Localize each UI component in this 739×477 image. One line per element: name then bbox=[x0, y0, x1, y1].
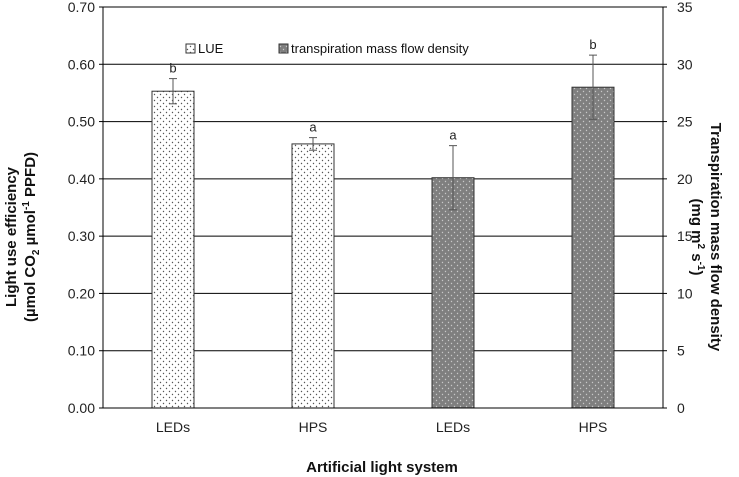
legend: LUE transpiration mass flow density bbox=[185, 41, 469, 56]
right-axis-title-line1: Transpiration mass flow density bbox=[707, 123, 724, 352]
left-axis-title-unit-c: PPFD) bbox=[22, 152, 39, 201]
legend-label-lue: LUE bbox=[198, 41, 224, 56]
axes bbox=[99, 6, 667, 409]
right-axis-title-superscript-1: 2 bbox=[695, 244, 706, 250]
svg-text:(µmol CO2 µmol-1 PPFD): (µmol CO2 µmol-1 PPFD) bbox=[21, 152, 42, 322]
left-tick-label: 0.70 bbox=[68, 0, 95, 15]
right-tick-label: 0 bbox=[677, 400, 685, 416]
significance-letter: b bbox=[169, 61, 176, 76]
significance-letter: a bbox=[309, 120, 317, 135]
right-axis-title-unit-c: ) bbox=[688, 270, 705, 275]
left-tick-label: 0.00 bbox=[68, 400, 95, 416]
right-tick-label: 15 bbox=[677, 228, 693, 244]
bar-lue bbox=[151, 90, 195, 409]
category-label: HPS bbox=[579, 419, 608, 435]
category-label: LEDs bbox=[436, 419, 470, 435]
right-tick-label: 35 bbox=[677, 0, 693, 15]
left-tick-label: 0.60 bbox=[68, 56, 95, 72]
svg-text:(mg m2 s-1): (mg m2 s-1) bbox=[688, 199, 706, 276]
significance-letter: a bbox=[449, 128, 457, 143]
error-bars bbox=[169, 54, 597, 211]
bar-transpiration bbox=[431, 177, 475, 409]
legend-swatch-lue bbox=[185, 43, 196, 54]
left-axis-title-subscript: 2 bbox=[31, 249, 42, 255]
left-axis-title-unit-b: µmol bbox=[22, 210, 39, 249]
svg-text:Light use efficiency: Light use efficiency bbox=[3, 166, 20, 307]
right-tick-labels: 0 5 10 15 20 25 30 35 bbox=[677, 0, 693, 416]
significance-letter: b bbox=[589, 37, 596, 52]
category-label: LEDs bbox=[156, 419, 190, 435]
left-tick-label: 0.50 bbox=[68, 114, 95, 130]
category-label: HPS bbox=[299, 419, 328, 435]
left-tick-label: 0.20 bbox=[68, 285, 95, 301]
legend-swatch-transpiration bbox=[278, 43, 289, 54]
left-axis-title-line1: Light use efficiency bbox=[3, 166, 20, 307]
right-tick-label: 5 bbox=[677, 343, 685, 359]
left-tick-label: 0.10 bbox=[68, 343, 95, 359]
left-axis-title-unit-a: (µmol CO bbox=[22, 255, 39, 322]
left-axis-title: Light use efficiency (µmol CO2 µmol-1 PP… bbox=[3, 152, 42, 322]
bars bbox=[151, 86, 615, 409]
bar-lue bbox=[291, 143, 335, 409]
svg-text:Transpiration mass flow densit: Transpiration mass flow density bbox=[707, 123, 724, 352]
right-tick-label: 10 bbox=[677, 285, 693, 301]
right-axis-title-unit-b: s bbox=[688, 249, 705, 262]
right-tick-label: 30 bbox=[677, 56, 693, 72]
right-axis-title-unit-a: (mg m bbox=[688, 199, 705, 244]
right-axis-title: Transpiration mass flow density (mg m2 s… bbox=[688, 123, 724, 352]
bar-transpiration bbox=[571, 86, 615, 409]
gridlines bbox=[103, 6, 663, 352]
right-tick-label: 25 bbox=[677, 114, 693, 130]
right-tick-label: 20 bbox=[677, 171, 693, 187]
left-tick-label: 0.30 bbox=[68, 228, 95, 244]
left-tick-labels: 0.00 0.10 0.20 0.30 0.40 0.50 0.60 0.70 bbox=[68, 0, 95, 416]
x-axis-title: Artificial light system bbox=[306, 459, 458, 476]
left-tick-label: 0.40 bbox=[68, 171, 95, 187]
right-axis-title-superscript-2: -1 bbox=[695, 262, 706, 271]
significance-letters: b a a b bbox=[169, 37, 596, 143]
category-labels: LEDs HPS LEDs HPS bbox=[156, 419, 608, 435]
legend-label-transpiration: transpiration mass flow density bbox=[291, 41, 469, 56]
left-axis-title-superscript: -1 bbox=[21, 201, 32, 210]
